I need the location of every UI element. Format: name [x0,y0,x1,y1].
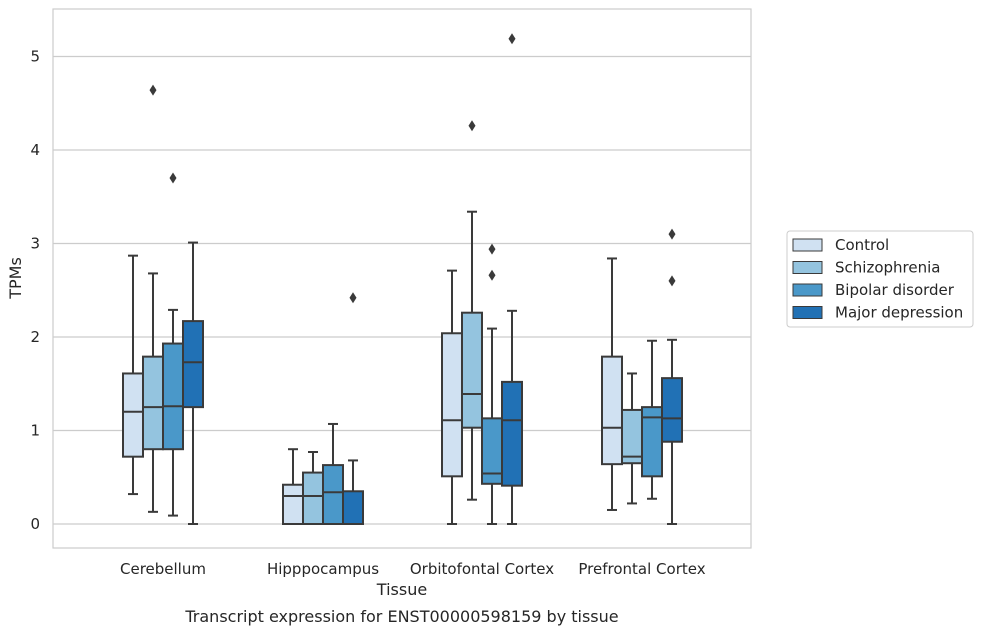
box-body [162,342,184,451]
y-tick-label: 2 [30,328,40,346]
x-tick-label: Cerebellum [120,560,206,578]
outlier-point [488,243,496,255]
x-tick-label: Hipppocampus [267,560,379,578]
y-tick-label: 3 [30,235,40,253]
box-body [282,483,304,526]
y-tick-label: 0 [30,515,40,533]
box-3-3 [661,228,683,525]
outlier-point [668,228,676,240]
legend-swatch [792,283,823,297]
x-axis-label: Tissue [376,580,427,599]
outlier-point [349,292,357,304]
box-1-1 [302,451,324,526]
legend-frame [786,230,974,328]
box-body [322,464,344,525]
outlier-point [488,269,496,281]
box-1-0 [142,84,164,513]
legend-swatch [792,261,823,274]
x-tick-label: Orbitofontal Cortex [410,560,554,578]
box-body [461,311,483,429]
box-2-2 [481,243,503,525]
y-tick-label: 4 [30,141,40,159]
box-3-0 [182,241,204,525]
legend-label: Major depression [835,304,963,322]
y-axis-label: TPMs [6,257,25,300]
y-tick-label: 5 [30,48,40,66]
box-1-2 [461,120,483,501]
legend-label: Schizophrenia [835,259,940,277]
box-body [122,372,144,458]
plot-frame [52,8,752,549]
box-series [122,33,683,526]
box-0-1 [282,448,304,526]
box-2-1 [322,422,344,525]
outlier-point [149,84,157,96]
x-tick-label: Prefrontal Cortex [578,560,705,578]
box-3-2 [501,33,523,525]
y-tick-labels: 0 1 2 3 4 5 [30,48,40,534]
legend-swatch [792,238,823,252]
box-body [142,355,164,451]
box-body [302,471,324,526]
box-body [342,490,364,525]
box-2-0 [162,172,184,517]
box-3-1 [342,292,364,525]
x-tick-labels: Cerebellum Hipppocampus Orbitofontal Corte… [120,560,706,578]
outlier-point [169,172,177,184]
box-body [441,332,463,478]
outlier-point [508,33,516,45]
outlier-point [668,275,676,287]
legend-label: Bipolar disorder [835,281,955,299]
box-0-3 [601,257,623,511]
legend-swatch [792,306,823,319]
box-0-0 [122,254,144,496]
outlier-point [468,120,476,132]
box-body [501,380,523,487]
legend-label: Control [835,236,889,254]
box-body [182,320,204,409]
y-tick-label: 1 [30,422,40,440]
box-body [661,377,683,443]
chart-caption: Transcript expression for ENST0000059815… [184,607,618,626]
legend: Control Schizophrenia Bipolar disorder Majo… [786,230,974,328]
box-body [621,408,643,465]
box-body [601,355,623,466]
